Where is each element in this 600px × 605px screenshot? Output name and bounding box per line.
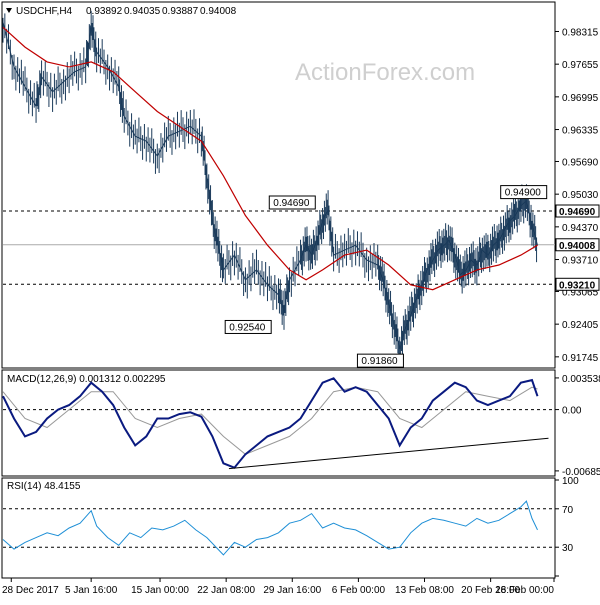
price-panel-title: USDCHF,H4	[16, 6, 73, 17]
collapse-triangle-icon	[6, 8, 12, 13]
macd-panel-title: MACD(12,26,9) 0.001312 0.002295	[7, 374, 166, 385]
x-tick-label: 28 Dec 2017	[2, 585, 59, 596]
price-annotation-label: 0.94690	[273, 198, 310, 209]
macd-signal-line	[2, 386, 538, 455]
rsi-layer: 100 70 30	[2, 476, 579, 577]
x-tick-label: 6 Feb 00:00	[332, 585, 386, 596]
price-y-tick-label: 0.98315	[562, 27, 599, 38]
x-tick-label: 29 Jan 16:00	[263, 585, 321, 596]
price-level-box	[555, 204, 600, 218]
price-level-box	[555, 277, 600, 291]
x-axis: 28 Dec 2017 5 Jan 16:00 15 Jan 00:00 22 Jan…	[2, 578, 555, 596]
price-y-tick-label: 0.97655	[562, 60, 599, 71]
price-y-tick-label: 0.93710	[562, 256, 599, 267]
rsi-y-tick-label: 100	[562, 476, 579, 487]
rsi-line	[2, 500, 538, 556]
moving-average-line	[2, 26, 538, 291]
price-annotation-label: 0.91860	[361, 356, 398, 367]
macd-layer: 0.003538 0.00 -0.006853	[2, 374, 600, 478]
x-tick-label: 13 Feb 08:00	[395, 585, 454, 596]
price-y-tick-label: 0.92405	[562, 320, 599, 331]
macd-trendline	[228, 437, 549, 470]
macd-panel-frame	[1, 369, 556, 477]
price-level-box	[555, 238, 600, 252]
price-level-label: 0.94690	[559, 207, 596, 218]
ohlc-close: 0.94008	[200, 6, 237, 17]
price-y-tick-label: 0.93065	[562, 287, 599, 298]
watermark: ActionForex.com	[295, 59, 475, 86]
price-y-tick-label: 0.95690	[562, 157, 599, 168]
price-annotation-label: 0.92540	[229, 322, 266, 333]
price-y-tick-label: 0.91745	[562, 353, 599, 364]
price-y-tick-label: 0.95030	[562, 190, 599, 201]
price-y-tick-label: 0.96335	[562, 126, 599, 137]
price-annotation-label: 0.94900	[505, 188, 542, 199]
price-annotation-box	[356, 353, 404, 368]
price-level-label: 0.93210	[559, 280, 596, 291]
price-y-tick-label: 0.94370	[562, 223, 599, 234]
price-annotation-box	[500, 185, 548, 200]
x-tick-label: 28 Feb 00:00	[495, 585, 554, 596]
price-layer: 0.98315 0.97655 0.96995 0.96335 0.95690 0.950…	[2, 10, 600, 368]
rsi-y-tick-label: 30	[562, 543, 574, 554]
rsi-panel-frame	[1, 477, 556, 579]
price-header: USDCHF,H4 0.93892 0.94035 0.93887 0.9400…	[6, 6, 237, 17]
x-tick-label: 5 Jan 16:00	[65, 585, 118, 596]
price-y-tick-label: 0.96995	[562, 93, 599, 104]
macd-line	[2, 377, 539, 469]
macd-y-tick-label: -0.006853	[562, 467, 600, 478]
ohlc-open: 0.93892	[86, 6, 123, 17]
x-tick-label: 15 Jan 00:00	[131, 585, 189, 596]
ohlc-high: 0.94035	[124, 6, 161, 17]
price-annotation-box	[268, 195, 316, 210]
price-panel-frame	[1, 1, 556, 369]
rsi-panel-title: RSI(14) 48.4155	[7, 481, 81, 492]
macd-y-tick-label: 0.00	[562, 406, 582, 417]
price-level-label: 0.94008	[559, 241, 596, 252]
macd-y-tick-label: 0.003538	[562, 374, 600, 385]
x-tick-label: 22 Jan 08:00	[197, 585, 255, 596]
x-tick-label: 20 Feb 16:00	[461, 585, 520, 596]
price-annotation-box	[224, 319, 272, 334]
rsi-y-tick-label: 70	[562, 505, 574, 516]
ohlc-low: 0.93887	[162, 6, 199, 17]
price-line	[2, 22, 538, 350]
